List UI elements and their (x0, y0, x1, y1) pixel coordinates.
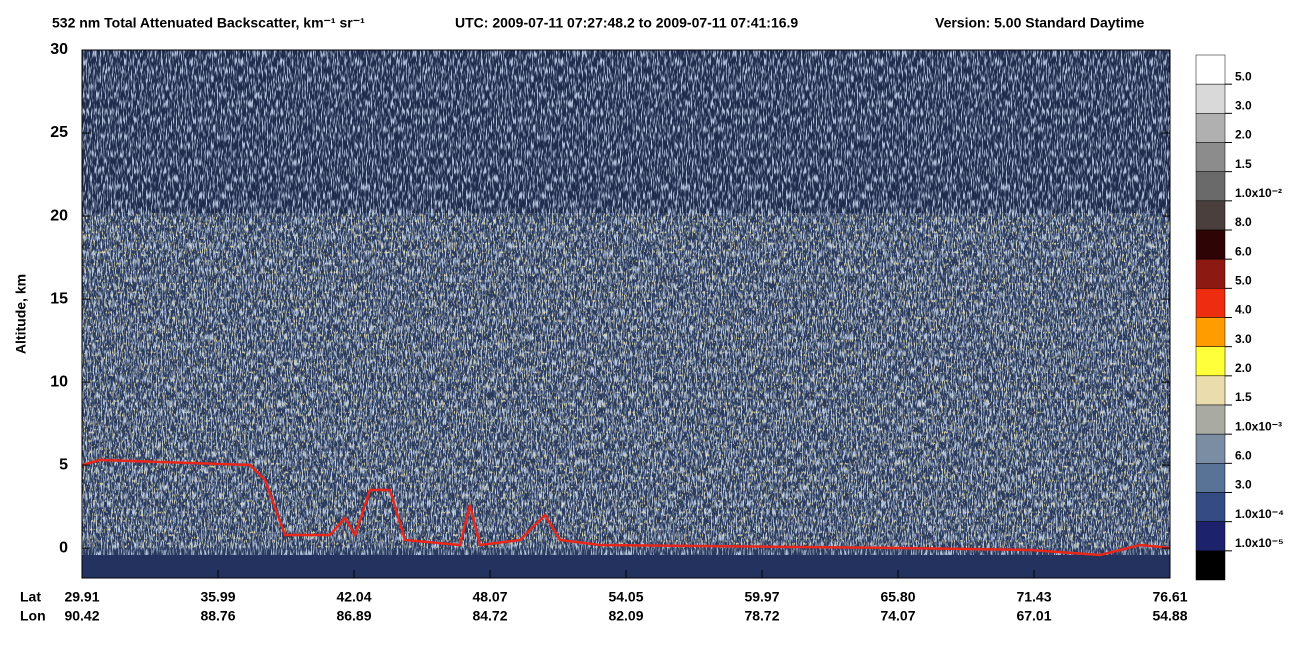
colorbar-label: 6.0 (1235, 449, 1252, 463)
lon-label: 67.01 (1016, 608, 1051, 624)
colorbar-label: 8.0 (1235, 215, 1252, 229)
lat-label: 71.43 (1016, 589, 1051, 605)
colorbar-swatch (1195, 113, 1226, 143)
colorbar-label: 6.0 (1235, 244, 1252, 258)
lat-label: 59.97 (744, 589, 779, 605)
colorbar-label: 1.0x10⁻³ (1235, 419, 1282, 433)
colorbar-swatch (1195, 433, 1226, 464)
colorbar-swatch (1195, 375, 1226, 406)
row-label: Lon (20, 608, 46, 624)
colorbar-label: 5.0 (1235, 274, 1252, 288)
lat-label: 35.99 (200, 589, 235, 605)
colorbar-label: 1.0x10⁻⁵ (1235, 536, 1284, 550)
colorbar-label: 2.0 (1235, 128, 1252, 142)
lon-label: 74.07 (880, 608, 915, 624)
colorbar-swatch (1195, 492, 1226, 522)
colorbar-swatch (1195, 142, 1226, 172)
row-label: Lat (20, 589, 41, 605)
lat-label: 42.04 (336, 589, 371, 605)
colorbar-swatch (1195, 463, 1226, 493)
colorbar-swatch (1195, 229, 1226, 260)
colorbar-swatch (1195, 550, 1226, 581)
colorbar-label: 2.0 (1235, 361, 1252, 375)
colorbar: 5.0 3.0 2.0 1.5 1.0x10⁻² 8.0 6.0 5.0 4.0 3.0 2.0 1.… (1195, 54, 1284, 581)
y-tick-label: 30 (50, 41, 68, 58)
y-tick-label: 25 (50, 124, 68, 141)
colorbar-label: 4.0 (1235, 303, 1252, 317)
colorbar-swatch (1195, 317, 1226, 347)
colorbar-swatch (1195, 171, 1226, 202)
lon-label: 84.72 (472, 608, 507, 624)
colorbar-swatch (1195, 521, 1226, 552)
colorbar-label: 1.0x10⁻⁴ (1235, 507, 1284, 521)
lon-label: 86.89 (336, 608, 371, 624)
y-axis-label: Altitude, km (13, 274, 29, 354)
colorbar-swatch (1195, 258, 1226, 289)
lat-label: 29.91 (64, 589, 99, 605)
colorbar-swatch (1195, 83, 1226, 114)
version: Version: 5.00 Standard Daytime (935, 15, 1145, 31)
colorbar-swatch (1195, 404, 1226, 435)
colorbar-label: 1.0x10⁻² (1235, 186, 1282, 200)
colorbar-swatch (1195, 288, 1226, 318)
lat-label: 48.07 (472, 589, 507, 605)
y-tick-label: 5 (59, 456, 68, 473)
colorbar-label: 3.0 (1235, 332, 1252, 346)
colorbar-label: 1.5 (1235, 390, 1252, 404)
time-range: UTC: 2009-07-11 07:27:48.2 to 2009-07-11… (455, 15, 798, 31)
lat-label: 65.80 (880, 589, 915, 605)
lon-label: 78.72 (744, 608, 779, 624)
colorbar-swatch (1195, 200, 1226, 231)
colorbar-label: 3.0 (1235, 478, 1252, 492)
chart-title: 532 nm Total Attenuated Backscatter, km⁻… (52, 15, 365, 31)
lon-label: 90.42 (64, 608, 99, 624)
colorbar-label: 5.0 (1235, 69, 1252, 83)
colorbar-label: 3.0 (1235, 99, 1252, 113)
y-tick-label: 0 (59, 539, 68, 556)
lon-label: 82.09 (608, 608, 643, 624)
y-tick-label: 20 (50, 207, 68, 224)
colorbar-swatch (1195, 346, 1226, 377)
lat-label: 54.05 (608, 589, 643, 605)
y-tick-label: 15 (50, 290, 68, 307)
curtain (82, 50, 1170, 578)
colorbar-label: 1.5 (1235, 157, 1252, 171)
lon-label: 54.88 (1152, 608, 1187, 624)
lon-label: 88.76 (200, 608, 235, 624)
y-tick-label: 10 (50, 373, 68, 390)
colorbar-swatch (1195, 54, 1226, 85)
lat-label: 76.61 (1152, 589, 1187, 605)
